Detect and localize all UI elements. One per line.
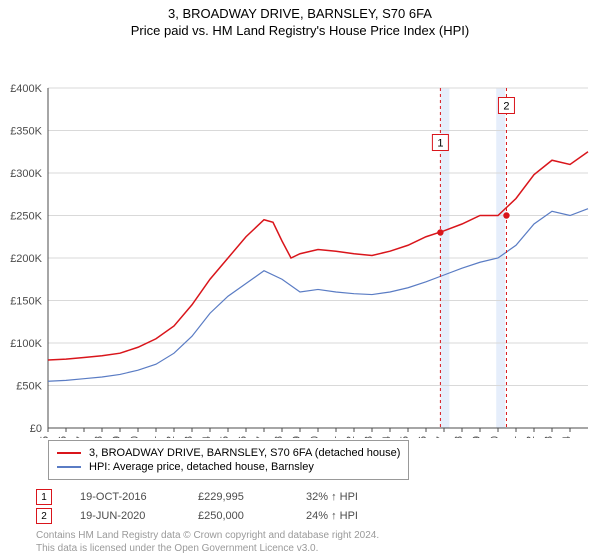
svg-text:2014: 2014 — [381, 436, 393, 438]
svg-text:1995: 1995 — [39, 436, 51, 438]
sale-hpi-diff: 24% ↑ HPI — [306, 510, 358, 522]
svg-text:2022: 2022 — [525, 436, 537, 438]
svg-text:1996: 1996 — [57, 436, 69, 438]
svg-text:2005: 2005 — [219, 436, 231, 438]
sale-marker: 2 — [36, 508, 52, 524]
svg-text:2004: 2004 — [201, 436, 213, 438]
svg-text:£350K: £350K — [10, 126, 42, 138]
sale-price: £229,995 — [198, 491, 278, 503]
svg-text:2013: 2013 — [363, 436, 375, 438]
svg-text:2010: 2010 — [309, 436, 321, 438]
svg-text:£250K: £250K — [10, 211, 42, 223]
svg-text:2007: 2007 — [255, 436, 267, 438]
legend-item: 3, BROADWAY DRIVE, BARNSLEY, S70 6FA (de… — [57, 447, 400, 459]
svg-text:2011: 2011 — [327, 436, 339, 438]
legend-label: HPI: Average price, detached house, Barn… — [89, 461, 314, 473]
svg-text:£150K: £150K — [10, 296, 42, 308]
price-chart: £0 £50K £100K £150K £200K £250K £300K £350K £400… — [0, 38, 600, 438]
svg-text:2015: 2015 — [399, 436, 411, 438]
svg-text:2012: 2012 — [345, 436, 357, 438]
svg-text:1997: 1997 — [75, 436, 87, 438]
footer-line2: This data is licensed under the Open Gov… — [36, 543, 379, 556]
legend-label: 3, BROADWAY DRIVE, BARNSLEY, S70 6FA (de… — [89, 447, 400, 459]
sale-price: £250,000 — [198, 510, 278, 522]
legend: 3, BROADWAY DRIVE, BARNSLEY, S70 6FA (de… — [48, 440, 409, 480]
svg-text:£100K: £100K — [10, 338, 42, 350]
sale-hpi-diff: 32% ↑ HPI — [306, 491, 358, 503]
svg-text:1999: 1999 — [111, 436, 123, 438]
svg-text:2021: 2021 — [507, 436, 519, 438]
sale-date: 19-OCT-2016 — [80, 491, 170, 503]
footer-line1: Contains HM Land Registry data © Crown c… — [36, 530, 379, 543]
svg-text:2001: 2001 — [147, 436, 159, 438]
svg-text:2019: 2019 — [471, 436, 483, 438]
svg-text:2000: 2000 — [129, 436, 141, 438]
legend-item: HPI: Average price, detached house, Barn… — [57, 461, 400, 473]
sale-row: 2 19-JUN-2020 £250,000 24% ↑ HPI — [36, 508, 358, 524]
sale-date: 19-JUN-2020 — [80, 510, 170, 522]
svg-text:2006: 2006 — [237, 436, 249, 438]
svg-text:£400K: £400K — [10, 83, 42, 95]
chart-title-address: 3, BROADWAY DRIVE, BARNSLEY, S70 6FA — [0, 6, 600, 21]
svg-text:2009: 2009 — [291, 436, 303, 438]
svg-text:2023: 2023 — [543, 436, 555, 438]
sales-table: 1 19-OCT-2016 £229,995 32% ↑ HPI 2 19-JUN-202… — [36, 486, 358, 527]
svg-text:1: 1 — [437, 138, 443, 150]
svg-text:£300K: £300K — [10, 168, 42, 180]
svg-text:2017: 2017 — [435, 436, 447, 438]
svg-text:2020: 2020 — [489, 436, 501, 438]
svg-text:£50K: £50K — [16, 381, 42, 393]
svg-text:2003: 2003 — [183, 436, 195, 438]
svg-text:2024: 2024 — [561, 436, 573, 438]
chart-subtitle: Price paid vs. HM Land Registry's House … — [0, 23, 600, 38]
svg-text:2018: 2018 — [453, 436, 465, 438]
svg-text:2002: 2002 — [165, 436, 177, 438]
sale-row: 1 19-OCT-2016 £229,995 32% ↑ HPI — [36, 489, 358, 505]
svg-text:1998: 1998 — [93, 436, 105, 438]
legend-swatch — [57, 452, 81, 454]
legend-swatch — [57, 466, 81, 468]
chart-title-block: 3, BROADWAY DRIVE, BARNSLEY, S70 6FA Pri… — [0, 0, 600, 38]
svg-text:2016: 2016 — [417, 436, 429, 438]
sale-marker: 1 — [36, 489, 52, 505]
footer-attribution: Contains HM Land Registry data © Crown c… — [36, 530, 379, 555]
svg-text:2008: 2008 — [273, 436, 285, 438]
svg-text:£0: £0 — [30, 423, 42, 435]
svg-text:2: 2 — [503, 101, 509, 113]
svg-text:£200K: £200K — [10, 253, 42, 265]
